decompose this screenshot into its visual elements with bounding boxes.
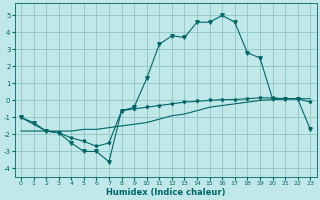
X-axis label: Humidex (Indice chaleur): Humidex (Indice chaleur): [106, 188, 225, 197]
